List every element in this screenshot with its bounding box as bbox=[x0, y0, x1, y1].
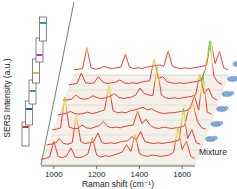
molecule bbox=[225, 106, 229, 110]
barcode-stripe bbox=[33, 72, 39, 74]
molecule bbox=[219, 121, 223, 125]
y-axis-title: SERS Intensity (a.u.) bbox=[2, 58, 12, 138]
molecule bbox=[230, 91, 234, 95]
spectrum-group bbox=[58, 75, 229, 120]
barcode-box bbox=[29, 80, 36, 104]
barcode-stripe bbox=[30, 90, 36, 92]
barcode-box bbox=[40, 17, 47, 41]
molecule bbox=[236, 76, 237, 80]
barcode-stripe bbox=[26, 108, 32, 110]
spectrum-group bbox=[63, 67, 234, 105]
clip-group bbox=[47, 109, 201, 145]
x-tick-label: 1000 bbox=[45, 170, 63, 179]
spectrum bbox=[63, 67, 217, 100]
spectrum bbox=[74, 41, 228, 70]
spectrum-group bbox=[52, 97, 223, 135]
spectrum-group bbox=[69, 42, 237, 91]
spectrum bbox=[41, 127, 195, 159]
barcode-stripe bbox=[40, 22, 46, 24]
barcode-stripe bbox=[37, 54, 43, 56]
series-label: Mixture bbox=[199, 147, 227, 157]
molecule bbox=[228, 77, 237, 82]
molecule bbox=[233, 62, 237, 67]
x-tick-label: 1200 bbox=[88, 170, 106, 179]
baseline bbox=[69, 90, 223, 91]
spectrum bbox=[47, 109, 201, 145]
baseline bbox=[41, 165, 195, 166]
x-tick bbox=[96, 166, 97, 169]
x-tick bbox=[53, 166, 54, 169]
x-tick-label: 1400 bbox=[130, 170, 148, 179]
x-tick bbox=[182, 166, 183, 169]
clip-group bbox=[63, 67, 217, 100]
spectrum-group: Mixture bbox=[41, 127, 227, 165]
barcode-box bbox=[33, 59, 40, 83]
barcode-box bbox=[26, 101, 33, 125]
barcode-stripe bbox=[23, 126, 29, 128]
molecule bbox=[214, 136, 218, 140]
x-tick-label: 1600 bbox=[173, 170, 191, 179]
barcode-box bbox=[36, 38, 43, 62]
barcode-box bbox=[22, 122, 29, 146]
baseline bbox=[52, 135, 206, 136]
x-axis-title: Raman shift (cm⁻¹) bbox=[82, 179, 154, 189]
floor bbox=[41, 75, 228, 165]
spectrum-group bbox=[47, 109, 218, 151]
x-axis bbox=[41, 166, 195, 167]
clip-group bbox=[41, 127, 195, 159]
x-tick bbox=[139, 166, 140, 169]
spectrum-group bbox=[74, 41, 237, 76]
clip-group bbox=[74, 41, 228, 70]
